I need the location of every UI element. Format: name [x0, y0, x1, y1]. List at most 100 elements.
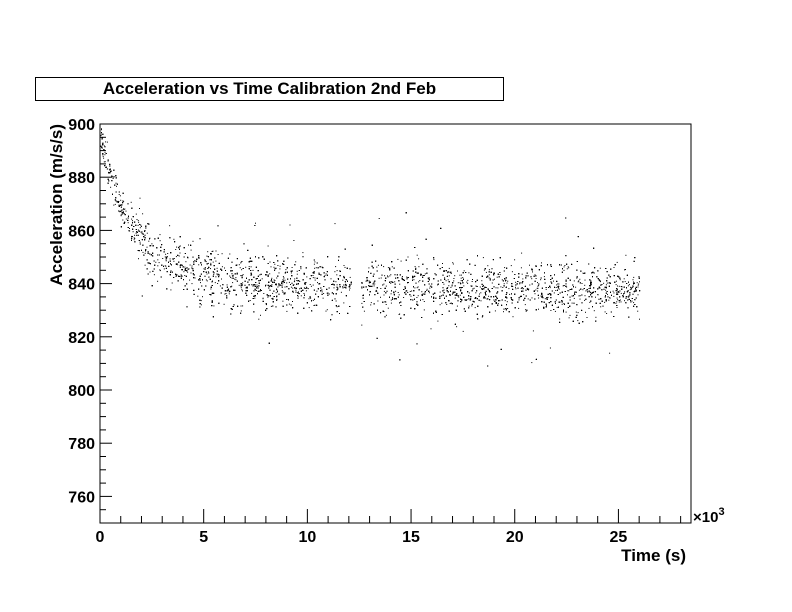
scatter-point [567, 266, 569, 268]
scatter-point [630, 288, 632, 290]
scatter-point [564, 265, 566, 266]
scatter-point [597, 294, 599, 296]
scatter-point [250, 273, 252, 275]
scatter-point [293, 281, 295, 283]
scatter-point [300, 268, 302, 270]
scatter-point [612, 290, 614, 292]
scatter-point [527, 298, 529, 300]
scatter-point [506, 301, 508, 303]
scatter-point [275, 284, 277, 286]
scatter-point [314, 267, 316, 269]
scatter-point [118, 194, 120, 195]
scatter-point [574, 291, 576, 293]
scatter-point [618, 301, 620, 303]
scatter-point [368, 267, 370, 269]
scatter-point [251, 274, 253, 276]
scatter-point [615, 280, 617, 282]
scatter-point [550, 310, 552, 311]
scatter-point [336, 306, 338, 308]
scatter-point [223, 303, 225, 305]
scatter-point [497, 303, 499, 305]
scatter-point [582, 289, 584, 291]
scatter-point [543, 276, 545, 278]
scatter-point [213, 273, 215, 275]
scatter-point [569, 314, 571, 316]
scatter-point [561, 303, 563, 305]
scatter-point [582, 272, 584, 274]
scatter-point [240, 261, 242, 263]
scatter-point [207, 271, 209, 273]
scatter-point [271, 277, 273, 279]
scatter-point [169, 225, 171, 227]
scatter-point [579, 278, 581, 280]
scatter-point [549, 347, 551, 349]
scatter-point [579, 295, 581, 297]
scatter-point [228, 293, 230, 295]
scatter-point [119, 211, 121, 213]
scatter-point [541, 262, 542, 264]
scatter-point [288, 281, 290, 283]
scatter-point [324, 274, 326, 276]
scatter-point [299, 288, 301, 290]
scatter-point [457, 282, 459, 284]
scatter-point [447, 279, 449, 281]
scatter-point [619, 299, 621, 301]
scatter-point [407, 277, 409, 279]
scatter-point [295, 261, 297, 263]
scatter-point [270, 305, 272, 307]
scatter-point [103, 157, 105, 159]
scatter-point [553, 292, 555, 294]
scatter-point [619, 279, 621, 281]
scatter-point [537, 287, 539, 289]
scatter-point [390, 299, 392, 301]
scatter-point [595, 296, 596, 298]
scatter-point [262, 297, 264, 299]
scatter-point [627, 285, 629, 287]
scatter-point [448, 271, 450, 273]
scatter-point [590, 284, 592, 285]
scatter-point [515, 288, 517, 290]
scatter-point [411, 290, 413, 292]
scatter-point [503, 283, 505, 285]
scatter-point [380, 288, 382, 289]
scatter-point [456, 305, 458, 307]
scatter-point [558, 288, 560, 290]
scatter-point [165, 257, 167, 259]
scatter-point [260, 314, 261, 316]
scatter-point [377, 264, 379, 266]
scatter-point [175, 256, 177, 258]
scatter-point [202, 296, 203, 298]
scatter-point [142, 213, 144, 215]
scatter-point [463, 285, 465, 287]
scatter-point [383, 266, 385, 268]
scatter-points [100, 128, 641, 367]
scatter-point [349, 287, 351, 289]
scatter-point [190, 249, 192, 251]
scatter-point [462, 330, 464, 332]
scatter-point [494, 278, 495, 280]
scatter-point [397, 292, 399, 293]
scatter-point [606, 282, 608, 284]
scatter-point [392, 297, 393, 299]
scatter-point [525, 309, 527, 311]
scatter-point [488, 269, 490, 271]
scatter-point [376, 266, 378, 268]
scatter-point [342, 286, 344, 288]
scatter-point [624, 291, 626, 293]
scatter-point [347, 281, 348, 282]
scatter-point [600, 281, 601, 283]
scatter-point [158, 262, 160, 264]
scatter-point [467, 279, 469, 281]
scatter-point [573, 280, 575, 282]
scatter-point [184, 266, 186, 268]
scatter-point [499, 274, 501, 276]
scatter-point [585, 311, 586, 313]
scatter-point [166, 257, 168, 259]
scatter-point [212, 261, 214, 263]
scatter-point [312, 299, 314, 301]
scatter-point [600, 306, 602, 308]
scatter-point [624, 292, 625, 294]
scatter-point [113, 176, 115, 178]
scatter-point [439, 304, 441, 306]
scatter-point [370, 302, 372, 304]
